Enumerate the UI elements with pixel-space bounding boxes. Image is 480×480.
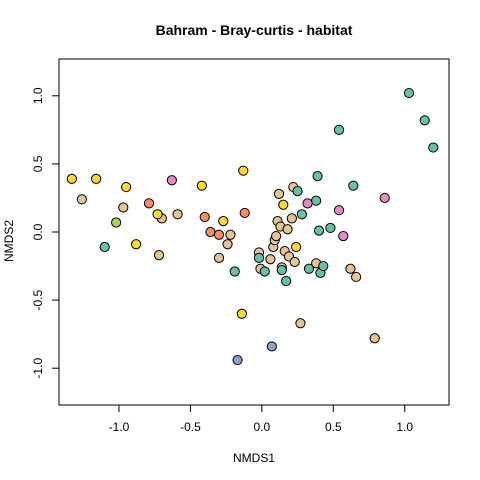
data-point <box>152 209 163 220</box>
y-tick-label: 1.0 <box>31 87 45 104</box>
x-tick-label: -0.5 <box>180 420 201 434</box>
data-point <box>348 180 359 191</box>
data-point <box>91 173 102 184</box>
data-point <box>313 225 325 236</box>
data-point <box>236 308 247 319</box>
data-point <box>292 186 303 197</box>
data-point <box>281 275 292 287</box>
y-tick-label: 0.5 <box>31 155 45 172</box>
data-point <box>199 211 210 223</box>
data-point <box>302 198 313 209</box>
y-tick-label: -0.5 <box>31 289 45 310</box>
data-point <box>196 180 207 191</box>
y-tick-label: -1.0 <box>31 358 45 379</box>
data-point <box>338 230 349 242</box>
data-point <box>296 209 307 220</box>
data-point <box>121 181 132 193</box>
data-point <box>333 124 345 135</box>
data-point <box>369 333 380 344</box>
data-point <box>289 256 300 268</box>
data-point <box>419 115 430 126</box>
x-axis: -1.0 -0.5 0.0 0.5 1.0 <box>109 404 413 434</box>
data-point <box>213 229 225 240</box>
x-tick-label: 1.0 <box>396 420 413 434</box>
data-point <box>318 260 329 272</box>
data-point <box>118 202 129 213</box>
data-point <box>312 171 323 182</box>
chart-title: Bahram - Bray-curtis - habitat <box>156 22 353 38</box>
data-point <box>238 165 249 176</box>
data-point <box>311 195 322 206</box>
data-point <box>218 216 229 227</box>
data-point <box>153 250 165 261</box>
data-point <box>273 188 285 199</box>
data-point <box>232 354 243 366</box>
x-tick-label: 0.0 <box>254 420 271 434</box>
data-point <box>229 266 240 277</box>
data-point <box>303 263 315 274</box>
data-point <box>253 252 265 263</box>
data-point <box>99 241 110 253</box>
data-point <box>282 224 293 235</box>
plot-frame <box>58 58 450 406</box>
data-point <box>379 192 390 204</box>
y-axis-label: NMDS2 <box>2 220 16 262</box>
data-point <box>239 207 250 219</box>
data-point <box>172 209 183 220</box>
data-point <box>205 226 216 238</box>
data-point <box>213 252 225 263</box>
y-axis: -1.0 -0.5 0.0 0.5 1.0 <box>31 87 60 379</box>
data-point <box>266 341 277 352</box>
data-point <box>166 175 177 186</box>
data-point <box>265 254 276 265</box>
data-point <box>225 229 236 240</box>
data-point <box>295 318 306 329</box>
data-point <box>403 87 415 99</box>
data-point <box>351 271 362 283</box>
x-tick-label: 0.5 <box>325 420 342 434</box>
data-point <box>259 266 270 277</box>
data-point <box>76 194 87 205</box>
x-tick-label: -1.0 <box>109 420 130 434</box>
data-point <box>222 239 233 250</box>
data-point <box>345 263 356 274</box>
data-point <box>428 142 439 153</box>
data-point <box>271 230 282 242</box>
data-point <box>333 205 345 216</box>
data-point <box>278 199 289 210</box>
data-point <box>143 198 155 209</box>
data-point <box>325 222 336 234</box>
data-point <box>111 217 122 228</box>
data-point <box>276 265 287 276</box>
data-points <box>66 87 439 366</box>
y-tick-label: 0.0 <box>31 223 45 240</box>
data-point <box>66 173 77 184</box>
x-axis-label: NMDS1 <box>233 451 275 465</box>
data-point <box>286 213 297 224</box>
data-point <box>291 241 302 253</box>
data-point <box>131 239 142 250</box>
